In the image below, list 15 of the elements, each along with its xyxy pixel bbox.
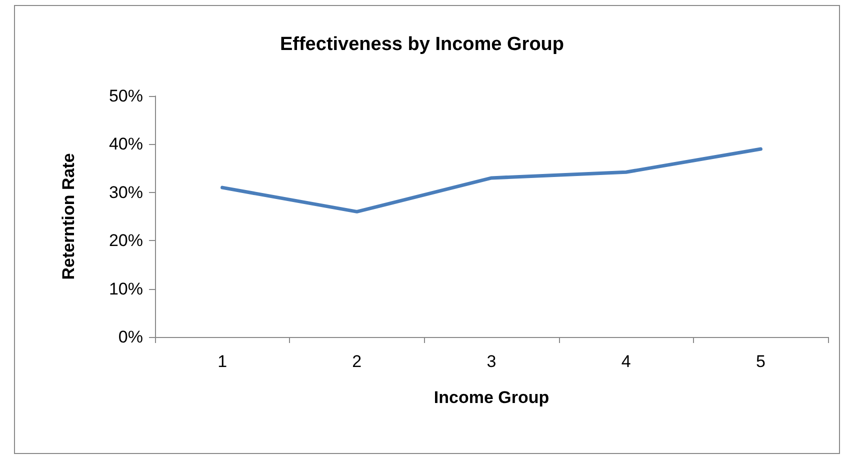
x-tick-label: 2	[352, 352, 362, 371]
y-tick-label: 40%	[108, 134, 143, 154]
y-tick-label: 0%	[118, 328, 143, 346]
y-axis-title: Reterntion Rate	[59, 153, 78, 280]
x-tick-label: 5	[756, 352, 766, 371]
x-axis-title: Income Group	[434, 388, 550, 407]
y-tick-label: 50%	[108, 86, 143, 106]
y-tick-label: 10%	[108, 279, 143, 298]
y-tick-label: 20%	[108, 231, 143, 250]
y-tick-label: 30%	[108, 182, 143, 202]
chart-title: Effectiveness by Income Group	[280, 34, 564, 55]
line-series	[220, 147, 762, 214]
x-tick-label: 4	[621, 352, 631, 371]
x-tick-label: 1	[218, 352, 228, 371]
x-tick-label: 3	[486, 352, 496, 371]
